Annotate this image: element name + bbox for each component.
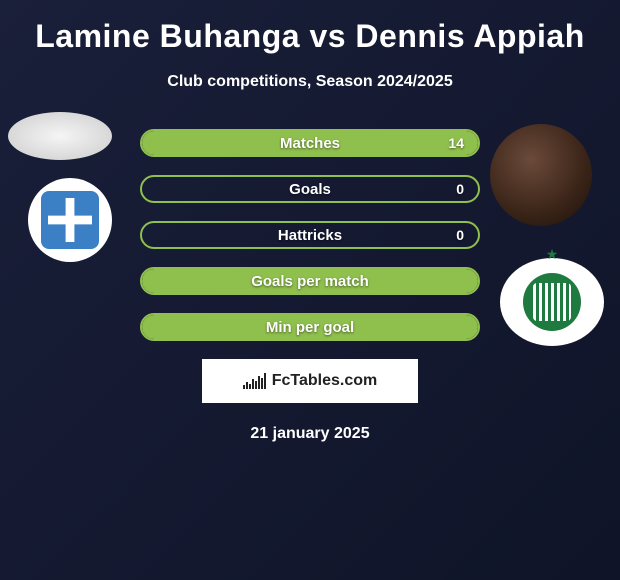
brand-name: FcTables.com bbox=[272, 372, 378, 390]
stat-value-right: 0 bbox=[456, 227, 464, 243]
stat-row: Min per goal bbox=[140, 313, 480, 341]
date-label: 21 january 2025 bbox=[0, 425, 620, 443]
stat-row: Goals per match bbox=[140, 267, 480, 295]
page-title: Lamine Buhanga vs Dennis Appiah bbox=[0, 18, 620, 55]
stat-label: Goals per match bbox=[251, 273, 369, 290]
stats-area: Matches 14 Goals 0 Hattricks 0 Goals per match… bbox=[0, 129, 620, 341]
stat-label: Matches bbox=[280, 135, 340, 152]
stat-value-right: 0 bbox=[456, 181, 464, 197]
stat-row: Hattricks 0 bbox=[140, 221, 480, 249]
stat-row: Goals 0 bbox=[140, 175, 480, 203]
brand-footer: FcTables.com bbox=[202, 359, 418, 403]
stat-value-right: 14 bbox=[448, 135, 464, 151]
page-subtitle: Club competitions, Season 2024/2025 bbox=[0, 73, 620, 91]
stat-label: Hattricks bbox=[278, 227, 342, 244]
stat-label: Goals bbox=[289, 181, 331, 198]
bar-chart-icon bbox=[243, 373, 266, 389]
infographic-container: Lamine Buhanga vs Dennis Appiah Club com… bbox=[0, 0, 620, 453]
stat-row: Matches 14 bbox=[140, 129, 480, 157]
stat-label: Min per goal bbox=[266, 319, 354, 336]
